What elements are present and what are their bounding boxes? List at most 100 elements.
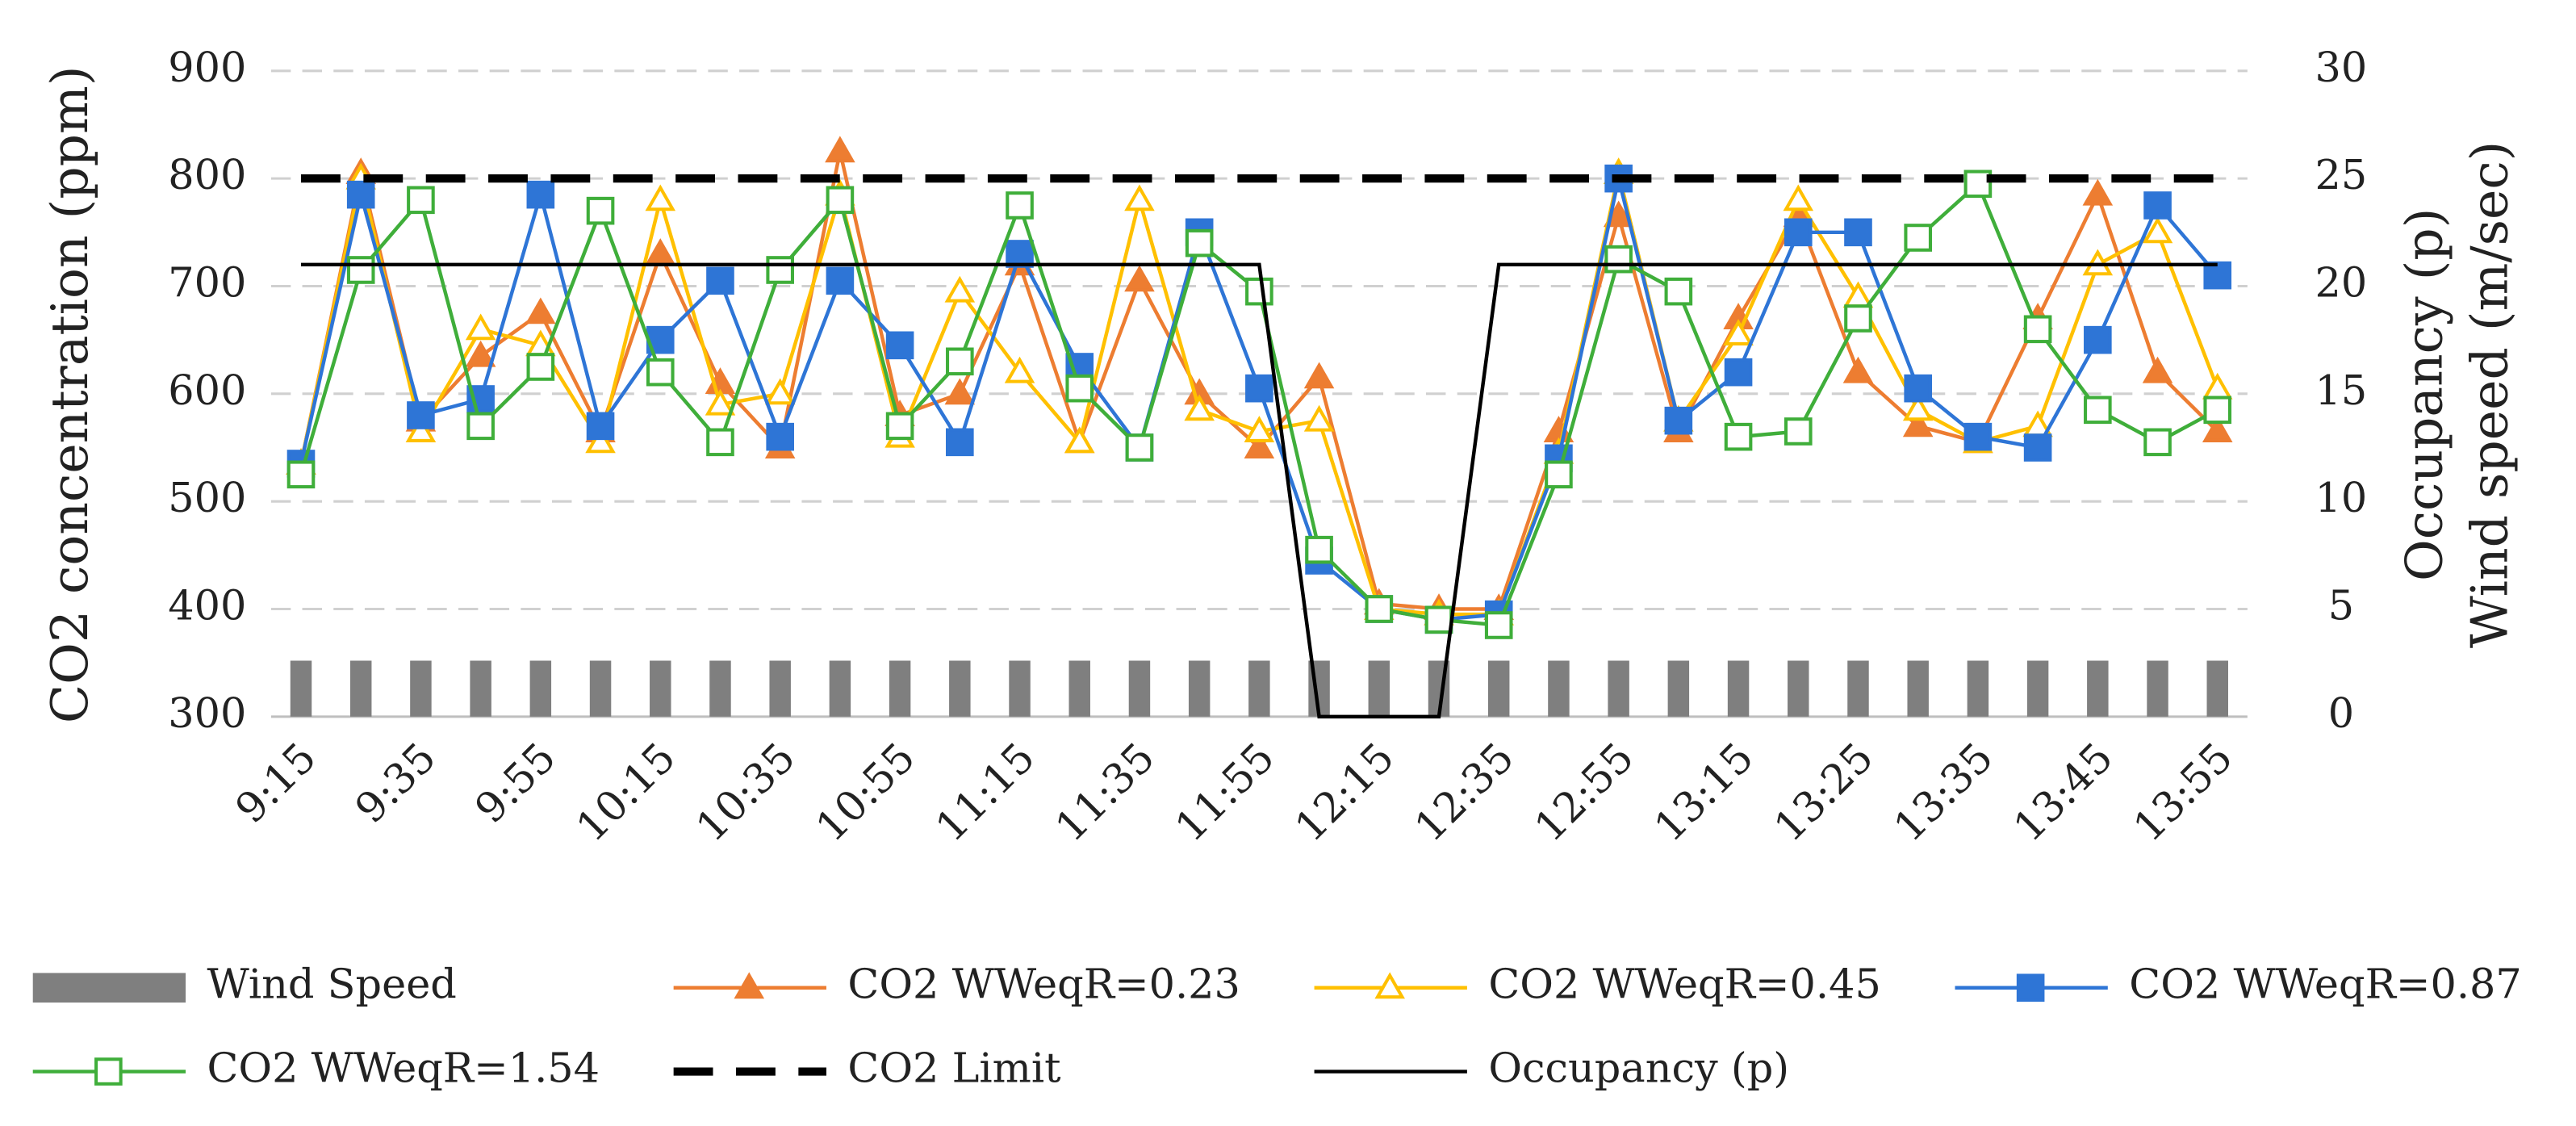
marker <box>1124 265 1155 292</box>
bar <box>1548 660 1570 717</box>
marker <box>705 388 736 416</box>
marker <box>1065 374 1094 403</box>
marker <box>885 412 914 441</box>
legend-label: CO2 WWeqR=0.45 <box>1488 961 1881 1009</box>
marker <box>1245 277 1273 306</box>
legend-label: Wind Speed <box>207 961 456 1009</box>
marker <box>346 180 375 209</box>
marker <box>946 347 974 376</box>
bar <box>349 660 372 717</box>
bar <box>1487 660 1510 717</box>
bar <box>1788 660 1809 717</box>
y-tick-label: 800 <box>168 152 246 199</box>
marker <box>1064 426 1095 454</box>
marker <box>2203 396 2232 425</box>
bar <box>410 660 432 717</box>
marker <box>525 297 556 324</box>
y-tick-label: 400 <box>168 583 246 630</box>
bar <box>1368 660 1390 717</box>
marker <box>1604 245 1633 274</box>
marker <box>405 416 437 442</box>
legend-label: CO2 WWeqR=0.23 <box>847 961 1240 1009</box>
marker <box>1844 218 1872 247</box>
marker <box>1125 433 1154 462</box>
bar <box>1248 660 1270 717</box>
marker <box>586 196 615 225</box>
y-tick-label: 300 <box>168 690 246 738</box>
legend-label: Occupancy (p) <box>1488 1045 1789 1093</box>
bar <box>2206 660 2228 717</box>
y2-tick-label: 15 <box>2315 367 2368 415</box>
bar <box>1009 660 1031 717</box>
y2-tick-label: 10 <box>2315 475 2368 522</box>
bar <box>1188 660 1211 717</box>
marker <box>2143 191 2172 220</box>
marker <box>407 186 435 215</box>
marker <box>585 426 616 454</box>
bar <box>470 660 491 717</box>
bar <box>2087 660 2109 717</box>
bar <box>889 660 911 717</box>
marker <box>825 136 855 163</box>
marker <box>2082 178 2114 206</box>
bar <box>1608 660 1629 717</box>
y2-tick-label: 20 <box>2315 259 2368 307</box>
marker <box>766 422 794 451</box>
marker <box>2023 433 2052 462</box>
legend-swatch <box>32 973 186 1003</box>
marker <box>706 266 734 295</box>
marker <box>466 412 495 441</box>
marker <box>826 186 855 215</box>
bar <box>650 660 671 717</box>
marker <box>766 256 794 284</box>
y2-tick-label: 25 <box>2315 152 2368 199</box>
bar <box>829 660 851 717</box>
marker <box>1902 394 1934 421</box>
marker <box>2203 261 2232 290</box>
marker <box>1784 417 1813 446</box>
legend-marker <box>2016 973 2045 1003</box>
marker <box>2023 315 2052 344</box>
marker <box>1783 184 1814 211</box>
marker <box>1784 218 1813 247</box>
bar <box>529 660 552 717</box>
y2-tick-label: 5 <box>2328 583 2354 630</box>
marker <box>1902 410 1934 437</box>
marker <box>1664 406 1693 435</box>
marker <box>946 428 974 457</box>
marker <box>645 184 676 211</box>
legend-marker <box>94 1057 123 1086</box>
bar <box>1068 660 1090 717</box>
marker <box>346 256 375 284</box>
bar <box>1967 660 1989 717</box>
bar <box>949 660 971 717</box>
y-axis-title: CO2 concentration (ppm) <box>40 66 99 724</box>
bar <box>1727 660 1750 717</box>
marker <box>764 378 796 405</box>
marker <box>526 180 555 209</box>
legend-marker <box>1374 972 1405 999</box>
bar <box>1847 660 1869 717</box>
marker <box>1245 374 1273 403</box>
marker <box>826 266 855 295</box>
bar <box>290 660 312 717</box>
bar <box>2147 660 2168 717</box>
marker <box>1303 362 1335 389</box>
marker <box>1006 191 1034 220</box>
marker <box>1724 422 1753 451</box>
marker <box>586 412 615 441</box>
y2-axis-title: Wind speed (m/sec) <box>2460 141 2520 648</box>
marker <box>944 378 976 405</box>
marker <box>1842 356 1874 383</box>
y2-tick-label: 0 <box>2328 690 2354 738</box>
marker <box>706 428 734 457</box>
marker <box>2084 396 2112 425</box>
y-tick-label: 500 <box>168 475 246 522</box>
marker <box>1963 170 1993 199</box>
marker <box>1004 356 1035 383</box>
y-tick-label: 700 <box>168 259 246 307</box>
marker <box>407 401 435 429</box>
marker <box>526 353 555 381</box>
marker <box>646 358 675 387</box>
marker <box>1664 277 1693 306</box>
